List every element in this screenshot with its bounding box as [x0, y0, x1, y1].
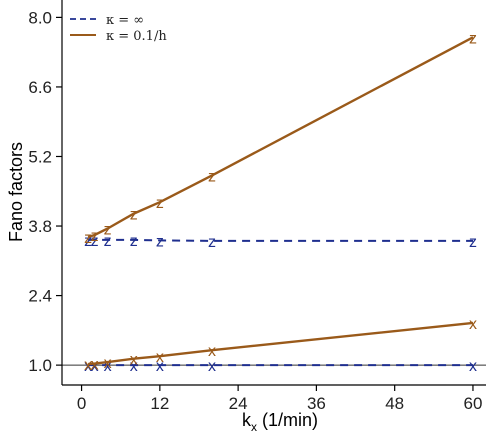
y-tick-label: 2.4	[28, 287, 52, 306]
data-point-marker: x	[469, 316, 477, 333]
data-point-marker: x	[84, 358, 92, 375]
data-point-marker: x	[130, 358, 138, 375]
data-point-marker: x	[84, 357, 92, 374]
y-tick-label: 8.0	[28, 8, 52, 27]
data-point-marker: z	[91, 228, 99, 245]
data-point-marker: x	[208, 343, 216, 360]
data-point-marker: x	[156, 349, 164, 366]
y-tick-label: 3.8	[28, 217, 52, 236]
y-axis-title: Fano factors	[6, 142, 26, 242]
y-tick-label: 6.6	[28, 78, 52, 97]
data-point-marker: x	[104, 355, 112, 372]
data-point-marker: z	[469, 30, 477, 47]
series-line-kappa-infinity-z	[88, 238, 473, 242]
data-point-marker: z	[156, 233, 164, 250]
x-axis-title-unit: (1/min)	[257, 410, 318, 430]
x-tick-label: 12	[150, 394, 169, 413]
data-point-marker: x	[208, 358, 216, 375]
data-point-marker: z	[104, 233, 112, 250]
x-tick-label: 48	[385, 394, 404, 413]
data-point-marker: z	[91, 233, 99, 250]
data-point-marker: x	[156, 358, 164, 375]
data-point-marker: x	[130, 352, 138, 369]
x-tick-label: 60	[463, 394, 482, 413]
series-line-kappa-0-1-per-h-x	[88, 321, 474, 366]
x-tick-label: 24	[229, 394, 248, 413]
x-axis-title-subscript: x	[251, 420, 257, 432]
data-point-marker: z	[156, 195, 164, 212]
x-tick-label: 36	[307, 394, 326, 413]
x-axis-title: kx (1/min)	[242, 410, 318, 432]
data-point-marker: z	[104, 222, 112, 239]
data-point-marker: x	[104, 358, 112, 375]
data-point-marker: z	[208, 168, 216, 185]
x-axis-title-main: k	[242, 410, 252, 430]
series-line-kappa-0-1-per-h-z	[87, 36, 474, 239]
data-point-marker: z	[130, 207, 138, 224]
data-point-marker: x	[469, 358, 477, 375]
y-tick-label: 5.2	[28, 147, 52, 166]
data-point-marker: z	[208, 234, 216, 251]
y-tick-label: 1.0	[28, 356, 52, 375]
data-point-marker: x	[91, 358, 99, 375]
x-tick-label: 0	[77, 394, 86, 413]
data-point-marker: x	[91, 357, 99, 374]
data-point-marker: z	[130, 233, 138, 250]
data-point-marker: z	[84, 233, 92, 250]
data-point-marker: z	[84, 230, 92, 247]
legend-label: κ = 0.1/h	[106, 29, 167, 44]
data-point-marker: z	[469, 234, 477, 251]
legend-label: κ = ∞	[106, 13, 144, 28]
